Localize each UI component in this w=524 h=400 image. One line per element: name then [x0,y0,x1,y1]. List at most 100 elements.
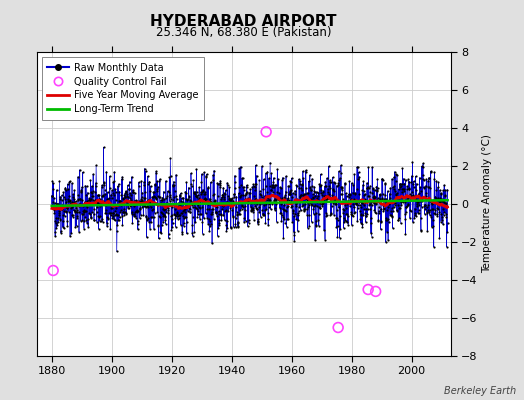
Point [150,226,158,232]
Point [296,194,304,200]
Point [95,196,104,202]
Point [424,174,433,181]
Point [68,204,77,210]
Point [93,218,101,225]
Point [145,197,153,204]
Point [190,201,198,207]
Point [312,210,320,216]
Point [440,208,449,215]
Point [318,201,326,207]
Point [72,201,80,207]
Point [105,173,114,179]
Point [403,203,412,209]
Point [367,214,376,221]
Point [280,206,289,213]
Point [162,178,170,184]
Point [412,196,421,202]
Point [348,212,357,219]
Point [243,198,252,205]
Point [415,190,423,196]
Point [423,210,431,216]
Point [173,204,182,210]
Point [159,211,167,217]
Point [288,175,296,181]
Point [294,210,302,216]
Point [230,191,238,198]
Point [242,191,250,197]
Point [394,202,402,208]
Point [441,192,449,199]
Point [148,207,156,214]
Point [94,192,102,198]
Point [91,196,99,203]
Point [409,193,417,199]
Point [332,199,340,206]
Point [159,206,168,212]
Point [338,184,346,191]
Point [158,212,167,219]
Point [246,204,255,210]
Point [368,190,377,196]
Point [228,195,236,202]
Point [281,220,289,226]
Point [339,199,347,205]
Point [104,197,112,204]
Point [64,192,73,199]
Point [91,198,100,204]
Point [130,200,139,207]
Point [157,200,166,207]
Point [135,183,143,190]
Point [194,202,202,208]
Point [293,198,301,205]
Point [343,200,351,207]
Point [118,222,127,228]
Point [68,212,76,218]
Point [249,207,257,214]
Point [418,163,426,170]
Point [152,196,161,202]
Point [346,196,355,203]
Point [222,222,231,228]
Point [72,213,81,219]
Point [172,209,181,215]
Point [388,225,397,231]
Point [97,193,106,200]
Point [324,163,333,170]
Point [58,206,67,212]
Point [361,210,369,216]
Point [170,194,178,200]
Point [246,186,255,192]
Point [282,208,290,214]
Point [80,206,89,213]
Point [406,197,414,203]
Point [325,179,334,186]
Point [97,217,105,224]
Point [90,216,98,223]
Point [90,217,99,223]
Point [418,176,427,182]
Point [219,203,227,210]
Point [407,192,415,199]
Point [115,216,123,223]
Point [163,193,171,199]
Point [162,202,171,208]
Point [374,195,382,202]
Point [92,200,100,206]
Point [185,194,193,200]
Point [368,202,376,208]
Point [433,213,441,220]
Point [202,174,211,180]
Point [413,201,421,208]
Point [326,184,334,191]
Point [276,205,284,211]
Point [299,192,307,198]
Point [152,188,161,194]
Point [330,188,339,194]
Point [263,189,271,195]
Point [401,177,410,184]
Point [218,202,226,208]
Point [328,192,336,198]
Point [337,162,345,169]
Point [414,198,422,205]
Point [240,219,248,226]
